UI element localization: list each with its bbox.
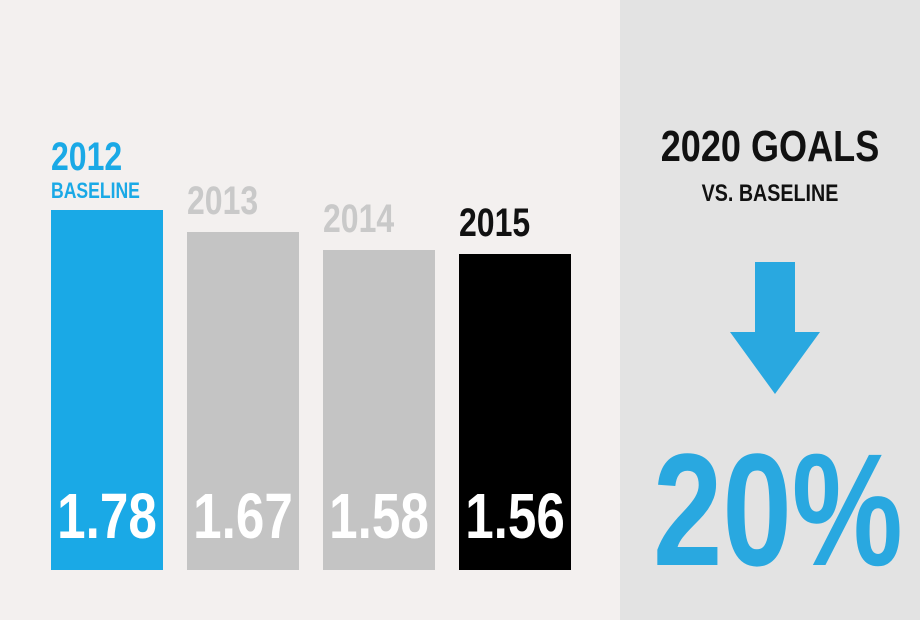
goals-panel: 2020 GOALS VS. BASELINE 20% — [620, 0, 920, 620]
bar-category-label: 2015 — [459, 200, 530, 245]
bar-2012 — [51, 210, 163, 570]
bar-category-label: 2013 — [187, 178, 258, 223]
goals-subtitle: VS. BASELINE — [701, 180, 839, 207]
down-arrow-icon — [730, 262, 820, 394]
goals-value: 20% — [653, 420, 903, 599]
bar-value-label: 1.58 — [329, 482, 429, 553]
bar-value-label: 1.78 — [57, 482, 157, 553]
bar-category-label: 2014 — [323, 196, 394, 241]
bar-category-label: 2012 — [51, 134, 122, 179]
bar-2014 — [323, 250, 435, 570]
bar-2013 — [187, 232, 299, 570]
bar-2015 — [459, 254, 571, 570]
bar-value-label: 1.67 — [193, 482, 293, 553]
bar-chart: 1.78 2012 BASELINE 1.67 2013 1.58 2014 1.56 2015 — [51, 134, 571, 570]
bar-sublabel: BASELINE — [51, 179, 140, 203]
goals-title: 2020 GOALS — [660, 122, 880, 171]
bar-value-label: 1.56 — [465, 482, 565, 553]
